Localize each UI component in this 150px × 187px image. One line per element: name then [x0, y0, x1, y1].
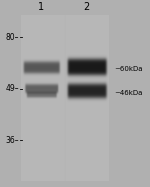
Text: 80–: 80–: [6, 33, 19, 42]
Text: ~60kDa: ~60kDa: [114, 66, 143, 72]
Text: 2: 2: [84, 2, 90, 12]
Text: 36–: 36–: [6, 136, 19, 145]
Text: 1: 1: [38, 2, 45, 12]
Text: ~46kDa: ~46kDa: [114, 90, 142, 96]
Text: 49–: 49–: [6, 84, 19, 93]
